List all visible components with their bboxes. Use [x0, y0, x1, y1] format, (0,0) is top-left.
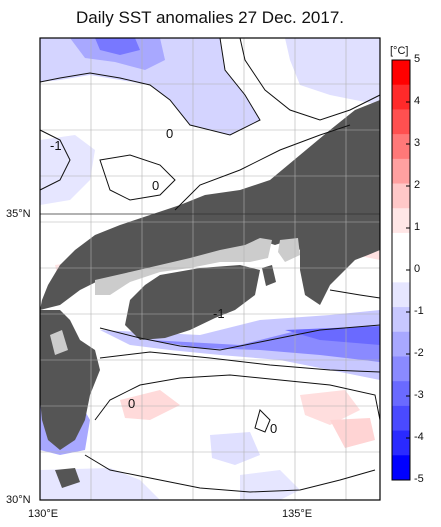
inland-sea	[50, 238, 300, 355]
colorbar-tick-label: -2	[414, 347, 424, 359]
contour-label: 0	[270, 421, 277, 436]
lat-label-30: 30°N	[6, 494, 31, 506]
map-frame	[39, 37, 381, 501]
lat-label-35: 35°N	[6, 208, 31, 220]
colorbar-swatch	[392, 282, 410, 308]
lon-label-135: 135°E	[282, 508, 313, 520]
colorbar	[391, 59, 411, 481]
colorbar-swatch	[392, 84, 410, 110]
contour-label: 0	[152, 178, 159, 193]
colorbar-tick-label: 0	[414, 263, 421, 275]
negative-anomaly-patches	[40, 38, 380, 500]
colorbar-swatch	[392, 381, 410, 407]
contour-label: -1	[50, 138, 62, 153]
contour-lines	[39, 37, 381, 493]
colorbar-swatch	[392, 232, 410, 259]
colorbar-tick-label: -4	[414, 431, 424, 443]
colorbar-tick-label: 4	[414, 95, 421, 107]
map-title: Daily SST anomalies 27 Dec. 2017.	[75, 8, 345, 27]
colorbar-swatch	[392, 60, 410, 86]
colorbar-swatch	[392, 208, 410, 234]
contour-label: -1	[213, 306, 225, 321]
colorbar-swatch	[392, 183, 410, 209]
colorbar-tick-label: 1	[414, 221, 421, 233]
colorbar-tick-label: -3	[414, 389, 424, 401]
grid-lines	[40, 38, 380, 500]
lon-label-130: 130°E	[28, 508, 59, 520]
colorbar-tick-label: -1	[414, 305, 424, 317]
colorbar-swatch	[392, 331, 410, 357]
colorbar-tick-label: 2	[414, 179, 421, 191]
contour-label: 0	[166, 126, 173, 141]
colorbar-swatch	[392, 356, 410, 382]
colorbar-unit: [°C]	[390, 45, 409, 57]
contour-label: 0	[128, 396, 135, 411]
colorbar-swatch	[392, 257, 410, 283]
colorbar-swatch	[392, 405, 410, 432]
colorbar-swatch	[392, 455, 410, 481]
colorbar-swatch	[392, 307, 410, 333]
colorbar-swatch	[392, 109, 410, 135]
colorbar-tick-label: 5	[414, 53, 421, 65]
colorbar-tick-label: -5	[414, 473, 424, 485]
colorbar-tick-label: 3	[414, 137, 421, 149]
colorbar-swatch	[392, 158, 410, 185]
colorbar-swatch	[392, 430, 410, 456]
contour-label-group: -1 0 0 -1 0 0	[50, 126, 277, 436]
colorbar-swatch	[392, 134, 410, 160]
